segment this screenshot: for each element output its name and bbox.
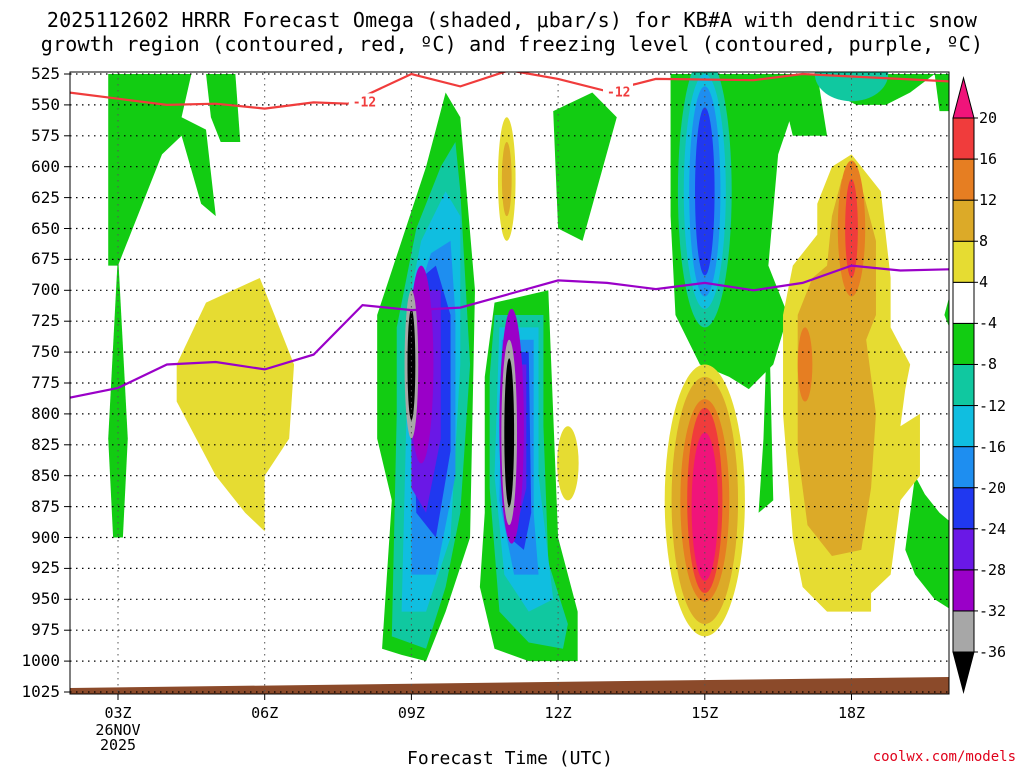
omega-fill-green-12z xyxy=(553,92,617,241)
chart-title-line-1: 2025112602 HRRR Forecast Omega (shaded, … xyxy=(46,8,978,32)
y-tick-label-875: 875 xyxy=(31,496,60,516)
y-tick-label-950: 950 xyxy=(31,589,60,609)
y-tick-label-525: 525 xyxy=(31,64,60,83)
y-tick-label-700: 700 xyxy=(31,280,60,300)
x-tick-label-03Z: 03Z xyxy=(104,704,132,722)
dgz-label-bg xyxy=(603,83,633,100)
omega-fill-green-16z-streak xyxy=(758,290,774,513)
y-tick-label-550: 550 xyxy=(31,94,60,114)
chart-title-line-2: growth region (contoured, red, ºC) and f… xyxy=(40,32,984,56)
omega-fill-green-03z-upper xyxy=(108,74,216,266)
colorbar-bin--28 xyxy=(952,528,975,571)
y-tick-label-675: 675 xyxy=(31,249,60,269)
omega-shading xyxy=(70,72,949,694)
x-tick-label-09Z: 09Z xyxy=(397,704,425,722)
colorbar-label--20: -20 xyxy=(979,478,1007,497)
colorbar-label-4: 4 xyxy=(979,273,989,292)
y-tick-label-800: 800 xyxy=(31,403,60,423)
colorbar-bin--12 xyxy=(952,363,975,407)
omega-fill-teal-18z xyxy=(814,72,889,102)
colorbar-label--4: -4 xyxy=(979,314,998,333)
omega-fill-yellow-12z xyxy=(557,426,579,501)
date-label-year: 2025 xyxy=(99,736,137,754)
y-tick-label-600: 600 xyxy=(31,156,60,176)
y-tick-label-850: 850 xyxy=(31,465,60,485)
colorbar-bin--36 xyxy=(952,610,975,653)
colorbar-bin-12 xyxy=(952,158,975,201)
colorbar-bin--8 xyxy=(952,322,975,365)
omega-fill-gold-11z xyxy=(501,141,512,217)
omega-fill-black-11z xyxy=(504,358,515,507)
colorbar-bin-20 xyxy=(952,76,975,119)
contour-lines: -12 -12 xyxy=(70,72,949,399)
terrain-fill xyxy=(70,677,949,694)
omega-fill-darkblue-15z xyxy=(695,107,715,276)
omega-fill-green-20z-edge xyxy=(944,297,949,327)
colorbar-bin--40 xyxy=(952,651,975,694)
y-tick-label-650: 650 xyxy=(31,218,60,238)
colorbar-label--36: -36 xyxy=(979,643,1007,661)
colorbar-label--16: -16 xyxy=(979,437,1007,456)
date-label-day: 26NOV xyxy=(95,721,141,739)
colorbar-label-16: 16 xyxy=(979,150,998,169)
omega-fill-yellow-05z xyxy=(176,277,295,532)
x-tick-label-06Z: 06Z xyxy=(251,704,279,722)
dgz-contour-line xyxy=(70,72,949,110)
omega-fill-orange-17z xyxy=(797,327,813,402)
omega-fill-green-03z-lower xyxy=(108,253,128,538)
freezing-level-line xyxy=(70,264,949,399)
colorbar-bin-16 xyxy=(952,117,975,160)
y-tick-label-1000: 1000 xyxy=(21,651,60,671)
y-tick-label-725: 725 xyxy=(31,311,60,331)
x-tick-label-15Z: 15Z xyxy=(691,704,719,722)
y-tick-label-925: 925 xyxy=(31,558,60,578)
y-tick-label-975: 975 xyxy=(31,620,60,640)
y-tick-label-750: 750 xyxy=(31,342,60,362)
x-tick-label-18Z: 18Z xyxy=(837,704,866,722)
colorbar-bin-8 xyxy=(952,199,975,242)
colorbar xyxy=(952,76,978,694)
colorbar-bin--20 xyxy=(952,446,975,489)
dgz-contour-label-0: -12 xyxy=(353,95,376,110)
colorbar-bin--4 xyxy=(952,281,975,324)
omega-fill-green-05z xyxy=(206,74,241,142)
dgz-label-bg xyxy=(348,93,379,110)
colorbar-label-8: 8 xyxy=(979,232,989,251)
dgz-contour-label-1: -12 xyxy=(607,85,630,100)
date-label: 26NOV 2025 xyxy=(78,723,158,753)
colorbar-label-20: 20 xyxy=(979,109,998,127)
axes-frame xyxy=(64,71,950,700)
colorbar-label--12: -12 xyxy=(979,396,1007,415)
omega-fill-green-19z-top xyxy=(934,74,949,112)
x-tick-label-12Z: 12Z xyxy=(544,704,572,722)
credit-link[interactable]: coolwx.com/models xyxy=(872,749,1016,765)
omega-fill-magenta-15z xyxy=(691,432,719,581)
x-axis-title: Forecast Time (UTC) xyxy=(407,748,613,769)
colorbar-label--32: -32 xyxy=(979,601,1007,620)
y-tick-label-825: 825 xyxy=(31,434,60,454)
y-tick-label-775: 775 xyxy=(31,373,60,392)
y-tick-label-575: 575 xyxy=(31,125,60,145)
colorbar-label--28: -28 xyxy=(979,560,1007,579)
omega-fill-black-09z xyxy=(407,308,416,421)
colorbar-bin--16 xyxy=(952,405,975,448)
y-tick-label-625: 625 xyxy=(31,187,60,207)
colorbar-label-12: 12 xyxy=(979,191,998,210)
colorbar-bin--32 xyxy=(952,569,975,612)
colorbar-label--24: -24 xyxy=(979,519,1007,538)
omega-fill-green-19z-lower xyxy=(905,475,949,609)
y-tick-label-900: 900 xyxy=(31,527,60,547)
y-tick-label-1025: 1025 xyxy=(21,682,60,701)
colorbar-bin--24 xyxy=(952,487,975,530)
colorbar-bin-4 xyxy=(952,240,975,283)
colorbar-label--8: -8 xyxy=(979,355,998,374)
